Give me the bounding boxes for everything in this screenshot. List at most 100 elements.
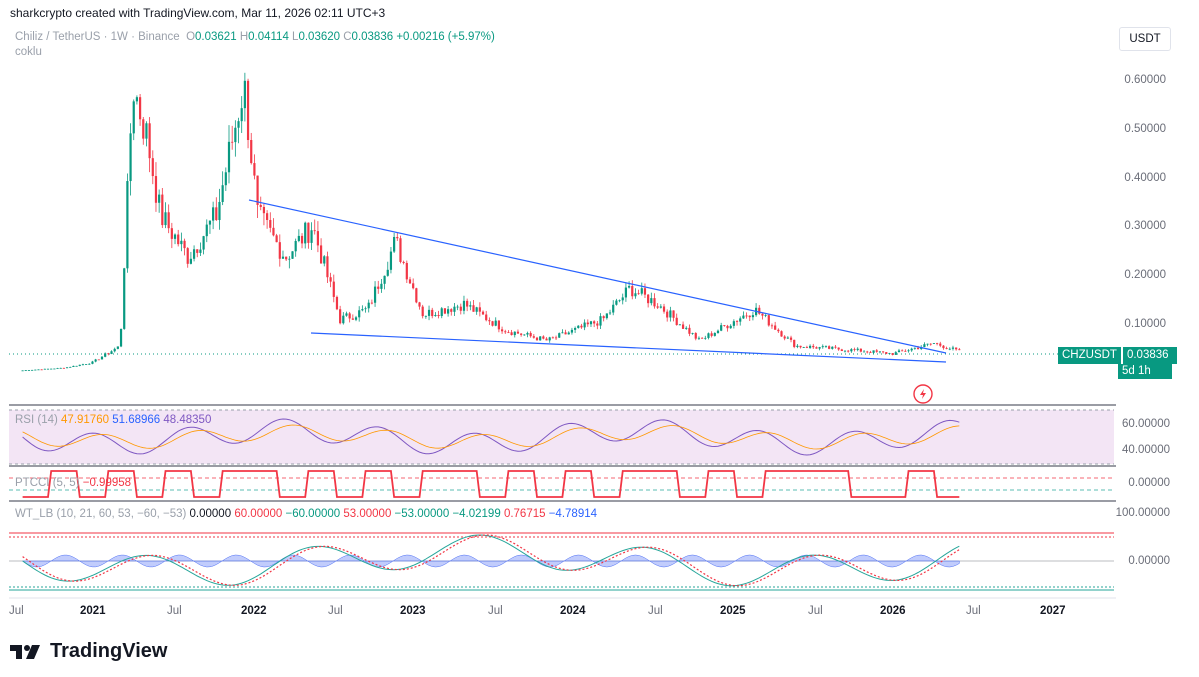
candle-body (621, 297, 624, 301)
candle-body (186, 248, 189, 264)
candle-body (618, 300, 621, 302)
candle-body (751, 315, 755, 318)
candle-body (593, 321, 596, 324)
candle-body (275, 235, 278, 243)
candle-body (951, 347, 955, 349)
candle-body (151, 158, 154, 177)
candle-body (507, 332, 510, 334)
candle-body (116, 346, 119, 349)
candle-body (62, 367, 65, 369)
candle-body (913, 347, 916, 349)
candle-body (123, 268, 126, 329)
candle-body (472, 305, 475, 312)
lower-trendline (310, 332, 947, 363)
candle-body (266, 213, 269, 220)
wt-label: WT_LB (10, 21, 60, 53, −60, −53) (15, 508, 187, 520)
wt1-line (22, 534, 960, 587)
candle-body (837, 347, 840, 350)
ptcci-legend[interactable]: PTCCI (5, 5) −0.99958 (15, 477, 131, 489)
candle-body (561, 332, 564, 334)
time-tick: 2027 (1040, 605, 1066, 617)
candle-body (450, 309, 453, 312)
candle-body (859, 348, 862, 352)
candle-body (443, 308, 447, 314)
candle-body (396, 236, 399, 239)
candle-body (367, 302, 370, 309)
candle-body (929, 343, 932, 345)
last-price-badge: 0.03836 (1122, 347, 1177, 364)
candle-body (421, 306, 424, 317)
candle-body (599, 316, 602, 326)
candle-body (107, 353, 110, 355)
tradingview-logo[interactable]: TradingView (10, 640, 167, 663)
candle-body (853, 349, 856, 350)
candle-body (31, 369, 34, 371)
candle-body (259, 204, 262, 207)
candle-body (65, 367, 69, 369)
candle-body (50, 368, 53, 370)
candle-body (135, 97, 139, 102)
rsi-legend[interactable]: RSI (14) 47.91760 51.68966 48.48350 (15, 414, 211, 426)
ptcci-tick: 0.00000 (1128, 477, 1170, 489)
candle-body (659, 306, 662, 308)
candle-body (850, 349, 853, 352)
candle-body (227, 141, 231, 173)
candle-body (177, 234, 180, 245)
candle-body (812, 345, 815, 348)
candle-body (567, 332, 570, 335)
candle-body (231, 141, 234, 143)
publish-line: sharkcrypto created with TradingView.com… (10, 6, 386, 20)
candle-body (437, 314, 440, 317)
candle-body (339, 309, 342, 324)
candle-body (545, 338, 548, 341)
candle-body (224, 172, 227, 186)
candle-body (580, 325, 583, 328)
time-tick: Jul (966, 605, 981, 617)
symbol-legend[interactable]: Chiliz / TetherUS · 1W · Binance O0.0362… (15, 31, 495, 43)
candle-body (615, 300, 618, 305)
candle-body (494, 320, 497, 326)
candle-body (262, 206, 266, 214)
time-tick: Jul (648, 605, 663, 617)
candle-body (373, 286, 377, 303)
candle-body (459, 306, 462, 311)
wt-value: −60.00000 (285, 508, 341, 520)
candle-body (669, 310, 672, 318)
time-tick: 2023 (400, 605, 426, 617)
price-tick: 0.60000 (1124, 74, 1166, 86)
symbol-name: Chiliz / TetherUS · 1W · Binance (15, 31, 180, 43)
candle-body (91, 361, 94, 364)
candle-body (726, 325, 729, 329)
candle-body (570, 329, 574, 333)
currency-button[interactable]: USDT (1119, 27, 1171, 51)
candle-body (148, 123, 151, 159)
candle-body (138, 97, 142, 120)
candle-body (462, 300, 466, 311)
candle-body (723, 325, 726, 326)
rsi-ma-line (22, 424, 960, 450)
candle-body (821, 346, 824, 348)
candle-body (269, 219, 272, 228)
rsi-tick: 40.00000 (1122, 444, 1170, 456)
wt-legend[interactable]: WT_LB (10, 21, 60, 53, −60, −53) 0.00000… (15, 508, 597, 520)
candle-body (866, 351, 869, 353)
candle-body (323, 256, 326, 264)
candle-body (75, 365, 78, 367)
candle-body (389, 251, 393, 270)
candle-body (100, 356, 104, 360)
candle-body (253, 163, 256, 176)
ticker-badge: CHZUSDT (1058, 347, 1121, 364)
candle-body (640, 288, 643, 294)
price-tick: 0.20000 (1124, 269, 1166, 281)
candle-body (158, 194, 161, 203)
candle-body (402, 261, 405, 263)
price-tick: 0.30000 (1124, 220, 1166, 232)
candle-body (154, 176, 158, 203)
candle-body (805, 347, 809, 348)
candle-body (796, 345, 799, 347)
candle-body (78, 364, 81, 366)
candle-body (554, 337, 558, 339)
lightning-icon (913, 384, 933, 404)
candle-body (132, 101, 135, 134)
